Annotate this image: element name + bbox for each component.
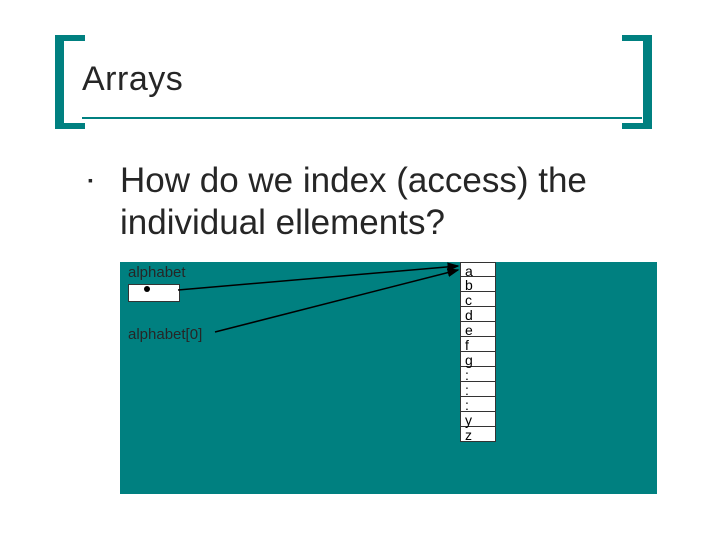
array-column: abcdefg:::yz	[460, 262, 496, 442]
pointer-box	[128, 284, 180, 302]
array-cell: z	[460, 427, 496, 442]
array-cell: d	[460, 307, 496, 322]
body-text: How do we index (access) the individual …	[120, 160, 650, 244]
slide-title: Arrays	[82, 60, 642, 119]
array-cell: :	[460, 382, 496, 397]
array-cell: g	[460, 352, 496, 367]
array-cell: a	[460, 262, 496, 277]
label-alphabet-index: alphabet[0]	[128, 326, 202, 343]
pointer-dot	[144, 286, 150, 292]
pointer-arrows	[120, 262, 657, 494]
array-cell: :	[460, 367, 496, 382]
slide: Arrays ▪ How do we index (access) the in…	[0, 0, 720, 540]
array-cell: f	[460, 337, 496, 352]
array-cell: e	[460, 322, 496, 337]
array-cell: y	[460, 412, 496, 427]
diagram-panel: alphabet alphabet[0] abcdefg:::yz	[120, 262, 657, 494]
title-area: Arrays	[82, 60, 642, 119]
title-bracket-left	[55, 35, 85, 129]
array-cell: b	[460, 277, 496, 292]
array-cell: :	[460, 397, 496, 412]
label-alphabet: alphabet	[128, 264, 186, 281]
array-cell: c	[460, 292, 496, 307]
bullet-glyph: ▪	[88, 172, 93, 188]
